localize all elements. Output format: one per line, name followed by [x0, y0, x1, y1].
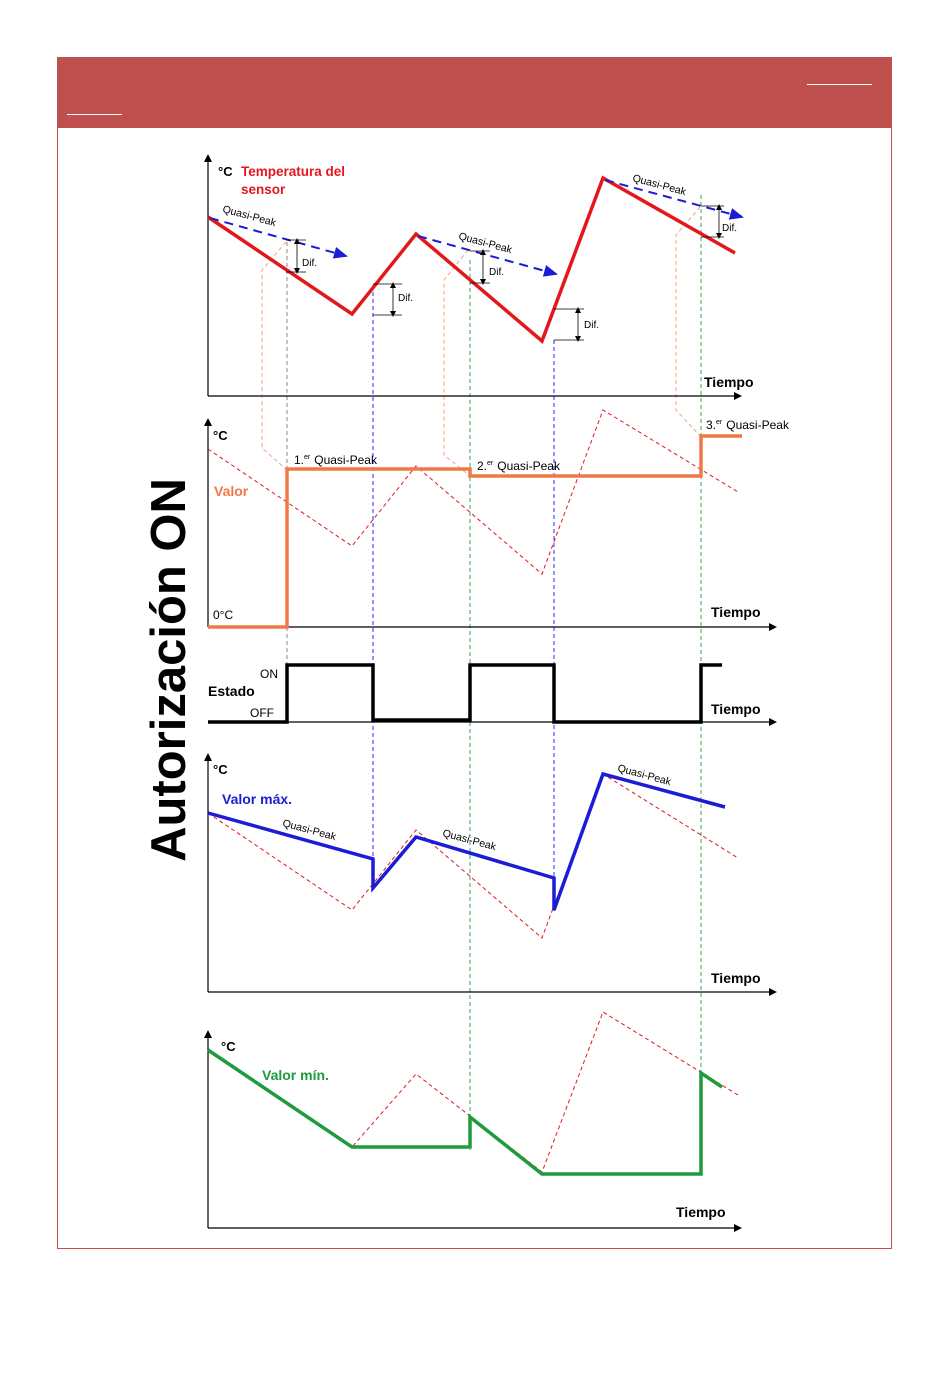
- y-unit: °C: [221, 1039, 236, 1054]
- valor-line: [208, 434, 742, 629]
- side-title: Autorización ON: [142, 478, 196, 862]
- guide-orange-1: [261, 241, 288, 471]
- dif-marker-3: [470, 249, 490, 285]
- dif-label-3: Dif.: [489, 267, 504, 278]
- on-label: ON: [260, 667, 278, 681]
- dif-label-2: Dif.: [398, 293, 413, 304]
- qp-arrow-1: [209, 217, 348, 259]
- series-label: Valor máx.: [222, 791, 292, 807]
- guide-orange-2: [443, 249, 471, 477]
- x-label: Tiempo: [711, 604, 761, 620]
- panel-max: °C Valor máx. Tiempo Quasi-Peak Quasi-Pe…: [204, 753, 777, 996]
- panel-estado: Estado ON OFF Tiempo: [208, 663, 777, 726]
- estado-line: [208, 663, 722, 724]
- min-line: [207, 1048, 723, 1176]
- header-bar: [57, 57, 892, 128]
- qp2-label: 2.er Quasi-Peak: [477, 459, 561, 473]
- series-label-line1: Temperatura del: [241, 164, 345, 179]
- dif-marker-5: [701, 204, 724, 239]
- x-label: Tiempo: [711, 701, 761, 717]
- zero-label: 0°C: [213, 608, 233, 622]
- dif-label-5: Dif.: [722, 223, 737, 234]
- y-unit: °C: [213, 428, 228, 443]
- series-label: Valor: [214, 483, 249, 499]
- max-line: [207, 771, 726, 911]
- qp1-num: 1.: [294, 453, 304, 467]
- off-label: OFF: [250, 706, 274, 720]
- panel-valor: °C Valor 0°C Tiempo 1.er Quasi-Peak 2.er Q…: [204, 409, 790, 631]
- qp3-num: 3.: [706, 418, 716, 432]
- qp1-label: 1.er Quasi-Peak: [294, 453, 378, 467]
- qp3-sup: er: [716, 419, 723, 426]
- dif-label-4: Dif.: [584, 320, 599, 331]
- sensor-ghost: [207, 773, 739, 939]
- y-unit: °C: [218, 164, 233, 179]
- qp-label-1: Quasi-Peak: [221, 203, 278, 229]
- sensor-ghost: [207, 409, 739, 575]
- y-unit: °C: [213, 762, 228, 777]
- header-rule-left: [67, 114, 122, 115]
- sensor-ghost: [207, 1011, 739, 1173]
- qp1-sup: er: [304, 454, 311, 461]
- qp3-text: Quasi-Peak: [726, 418, 790, 432]
- qp-label-3: Quasi-Peak: [631, 172, 688, 198]
- qp3-label: 3.er Quasi-Peak: [706, 418, 790, 432]
- guide-orange-3: [675, 206, 701, 437]
- x-label: Tiempo: [676, 1204, 726, 1220]
- dif-marker-1: [286, 238, 306, 274]
- sensor-line: [207, 175, 736, 344]
- dif-label-1: Dif.: [302, 258, 317, 269]
- qp-arrow-3: [604, 179, 744, 220]
- qp-label-1: Quasi-Peak: [281, 817, 338, 843]
- qp-arrow-2: [417, 235, 558, 277]
- dif-marker-4: [554, 307, 584, 342]
- series-label-line2: sensor: [241, 182, 286, 197]
- qp1-text: Quasi-Peak: [314, 453, 378, 467]
- x-label: Tiempo: [711, 970, 761, 986]
- x-label: Tiempo: [704, 374, 754, 390]
- series-label: Estado: [208, 683, 255, 699]
- qp2-num: 2.: [477, 459, 487, 473]
- guide-lines: [261, 195, 702, 1175]
- qp2-sup: er: [487, 460, 494, 467]
- panel-min: °C Valor mín. Tiempo: [204, 1011, 742, 1232]
- dif-marker-2: [373, 282, 402, 317]
- panel-sensor: °C Temperatura del sensor Tiempo Quasi-P…: [204, 154, 754, 400]
- qp2-text: Quasi-Peak: [497, 459, 561, 473]
- series-label: Valor mín.: [262, 1067, 329, 1083]
- header-rule-right: [807, 84, 872, 85]
